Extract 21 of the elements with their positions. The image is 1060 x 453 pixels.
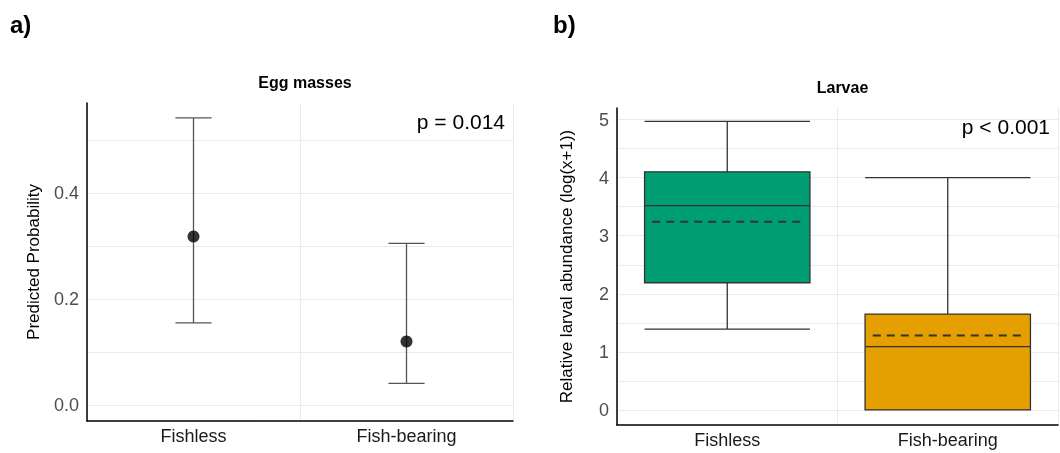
y-axis-title: Relative larval abundance (log(x+1)) xyxy=(557,129,576,404)
y-tick-label: 2 xyxy=(598,283,609,304)
chart-title: Larvae xyxy=(816,78,869,96)
x-tick-label: Fishless xyxy=(694,430,761,450)
y-tick-label: 0.4 xyxy=(53,183,79,204)
annotation: p = 0.014 xyxy=(416,110,506,133)
x-tick-label: Fish-bearing xyxy=(356,426,457,446)
chart-title: Egg masses xyxy=(258,73,352,91)
y-tick-label: 0.2 xyxy=(53,289,79,310)
y-tick-label: 5 xyxy=(598,109,609,130)
text: b) xyxy=(553,10,576,38)
y-axis-title: Predicted Probability xyxy=(24,183,43,340)
y-tick-label: 4 xyxy=(598,167,609,188)
y-tick-label: 0.0 xyxy=(53,395,79,416)
y-tick-label: 1 xyxy=(598,341,609,362)
y-tick-label: 3 xyxy=(598,225,609,246)
y-tick-label: 0 xyxy=(598,399,609,420)
annotation: p < 0.001 xyxy=(961,115,1051,138)
text: a) xyxy=(10,10,32,38)
x-tick-label: Fishless xyxy=(160,426,227,446)
x-tick-label: Fish-bearing xyxy=(897,430,998,450)
